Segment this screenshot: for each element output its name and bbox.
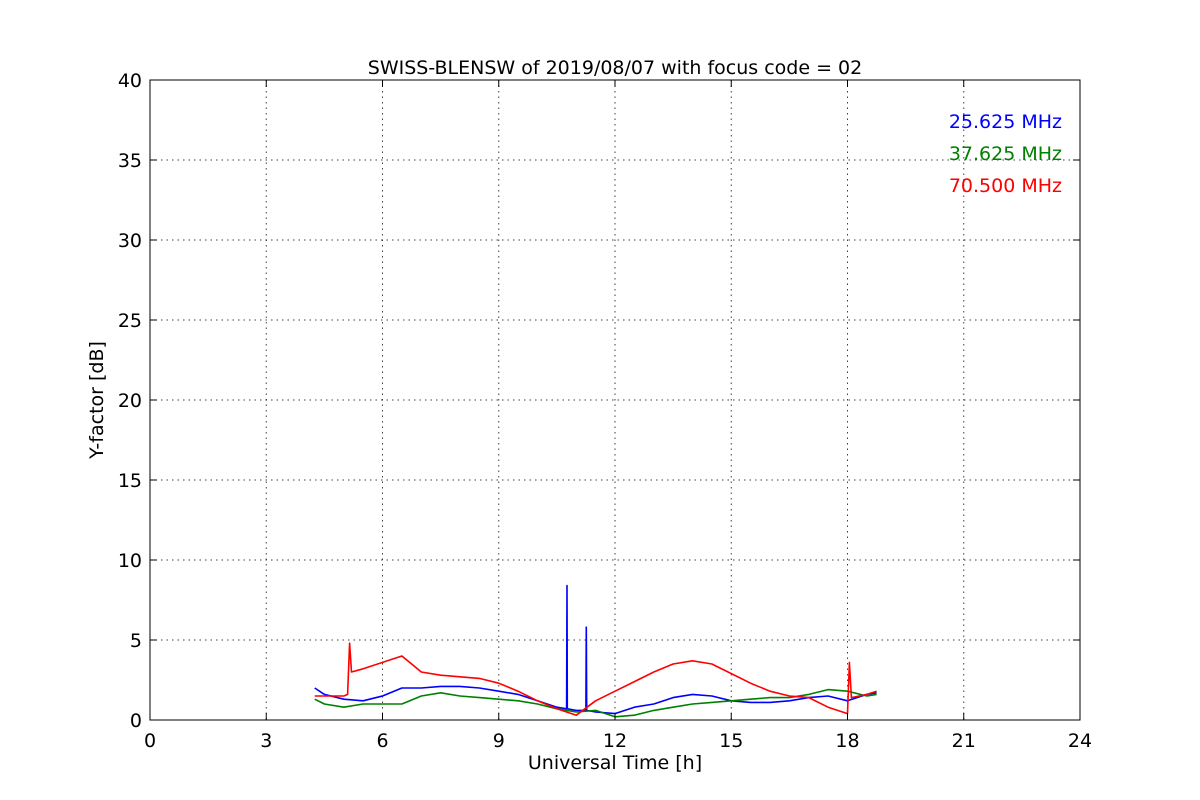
- legend-entry: 25.625 MHz: [949, 111, 1062, 133]
- y-tick-label: 15: [118, 470, 142, 492]
- series-line-2: [314, 688, 877, 718]
- x-axis-label: Universal Time [h]: [528, 752, 702, 774]
- chart-title: SWISS-BLENSW of 2019/08/07 with focus co…: [368, 57, 862, 79]
- series-group: [314, 584, 877, 718]
- y-tick-label: 35: [118, 150, 142, 172]
- x-tick-label: 21: [952, 730, 976, 752]
- y-tick-label: 25: [118, 310, 142, 332]
- x-tick-label: 12: [603, 730, 627, 752]
- y-tick-label: 40: [118, 70, 142, 92]
- axis-ticks: 0 3 6 9 12 15 18 21 24 0 5 10 15 20 25 30 35 40: [118, 70, 1092, 752]
- x-tick-label: 3: [260, 730, 272, 752]
- x-tick-label: 15: [719, 730, 743, 752]
- grid: [150, 80, 1080, 720]
- y-axis-label: Y-factor [dB]: [86, 341, 108, 460]
- x-tick-label: 24: [1068, 730, 1092, 752]
- y-tick-label: 5: [130, 630, 142, 652]
- y-tick-label: 0: [130, 710, 142, 732]
- y-tick-label: 20: [118, 390, 142, 412]
- legend: 25.625 MHz 37.625 MHz 70.500 MHz: [949, 111, 1062, 197]
- x-tick-label: 18: [835, 730, 859, 752]
- y-tick-label: 30: [118, 230, 142, 252]
- legend-entry: 37.625 MHz: [949, 143, 1062, 165]
- x-tick-label: 9: [493, 730, 505, 752]
- x-tick-label: 6: [376, 730, 388, 752]
- x-tick-label: 0: [144, 730, 156, 752]
- series-line-1: [314, 584, 877, 715]
- y-tick-label: 10: [118, 550, 142, 572]
- legend-entry: 70.500 MHz: [949, 175, 1062, 197]
- series-line-3: [314, 642, 877, 716]
